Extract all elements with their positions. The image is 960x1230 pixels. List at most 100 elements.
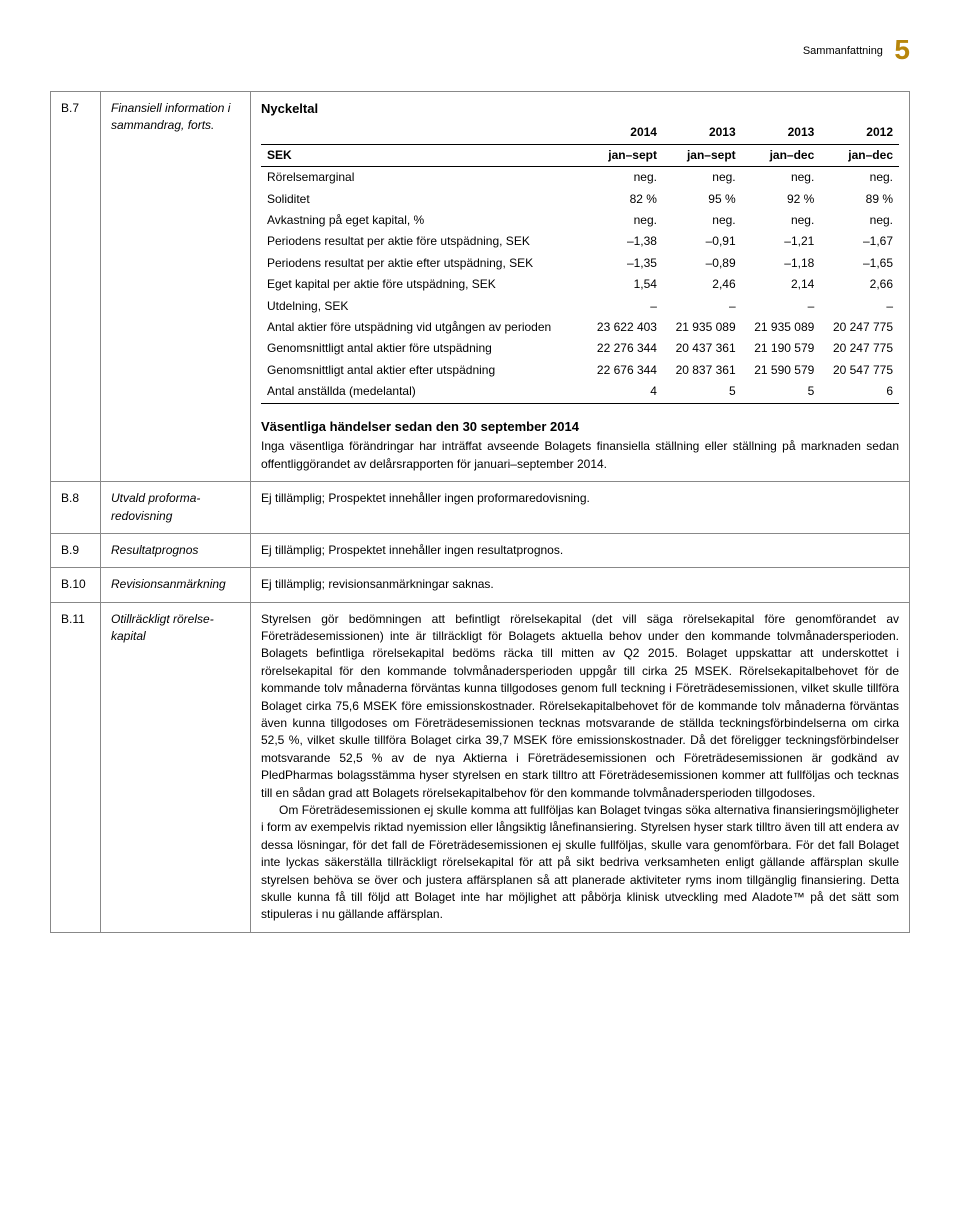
fin-cell: 23 622 403 xyxy=(584,317,663,338)
row-title: Resultatprognos xyxy=(101,533,251,567)
fin-cell: –1,67 xyxy=(820,231,899,252)
fin-row: Genomsnittligt antal aktier före utspädn… xyxy=(261,338,899,359)
row-b7: B.7 Finansiell information i sammandrag,… xyxy=(51,91,910,482)
fin-row: Soliditet82 %95 %92 %89 % xyxy=(261,189,899,210)
fin-cell: neg. xyxy=(584,167,663,189)
fin-cell: 2,14 xyxy=(742,274,821,295)
fin-cell: neg. xyxy=(584,210,663,231)
row-body: Nyckeltal 2014 2013 2013 2012 SEK jan–se… xyxy=(251,91,910,482)
page-number: 5 xyxy=(894,34,910,65)
fin-row-label: Soliditet xyxy=(261,189,584,210)
fin-cell: – xyxy=(663,296,742,317)
fin-row-label: Utdelning, SEK xyxy=(261,296,584,317)
page-header: Sammanfattning 5 xyxy=(50,30,910,71)
fin-row: Avkastning på eget kapital, %neg.neg.neg… xyxy=(261,210,899,231)
row-body: Styrelsen gör bedömningen att befintligt… xyxy=(251,602,910,932)
fin-col-2-p: jan–dec xyxy=(742,144,821,166)
fin-cell: 2,66 xyxy=(820,274,899,295)
fin-cell: –1,65 xyxy=(820,253,899,274)
row-b9: B.9 Resultatprognos Ej tillämplig; Prosp… xyxy=(51,533,910,567)
fin-cell: –1,38 xyxy=(584,231,663,252)
fin-col-3-p: jan–dec xyxy=(820,144,899,166)
fin-cell: 89 % xyxy=(820,189,899,210)
fin-cell: 2,46 xyxy=(663,274,742,295)
fin-header-years: 2014 2013 2013 2012 xyxy=(261,122,899,144)
fin-row: Genomsnittligt antal aktier efter utspäd… xyxy=(261,360,899,381)
row-id: B.9 xyxy=(51,533,101,567)
fin-col-1-y: 2013 xyxy=(663,122,742,144)
fin-row: Periodens resultat per aktie före utspäd… xyxy=(261,231,899,252)
fin-cell: 5 xyxy=(663,381,742,403)
fin-cell: –0,91 xyxy=(663,231,742,252)
fin-cell: 4 xyxy=(584,381,663,403)
fin-cell: 5 xyxy=(742,381,821,403)
row-title: Finansiell information i sammandrag, for… xyxy=(101,91,251,482)
fin-cell: 20 247 775 xyxy=(820,338,899,359)
row-body: Ej tillämplig; Prospektet innehåller ing… xyxy=(251,533,910,567)
row-b10: B.10 Revisionsanmärkning Ej tillämplig; … xyxy=(51,568,910,602)
fin-cell: –1,21 xyxy=(742,231,821,252)
fin-cell: –1,35 xyxy=(584,253,663,274)
fin-cell: 20 437 361 xyxy=(663,338,742,359)
fin-cell: 22 676 344 xyxy=(584,360,663,381)
fin-cell: 1,54 xyxy=(584,274,663,295)
fin-row: Antal aktier före utspädning vid utgånge… xyxy=(261,317,899,338)
row-id: B.11 xyxy=(51,602,101,932)
fin-cell: neg. xyxy=(820,210,899,231)
fin-cell: 92 % xyxy=(742,189,821,210)
fin-col-0-y: 2014 xyxy=(584,122,663,144)
fin-row-label: Eget kapital per aktie före utspädning, … xyxy=(261,274,584,295)
fin-row-label: Antal aktier före utspädning vid utgånge… xyxy=(261,317,584,338)
row-b8: B.8 Utvald proforma­redovisning Ej tillä… xyxy=(51,482,910,534)
row-id: B.8 xyxy=(51,482,101,534)
row-title: Otillräckligt rörelse­kapital xyxy=(101,602,251,932)
fin-cell: neg. xyxy=(742,167,821,189)
fin-cell: 82 % xyxy=(584,189,663,210)
fin-cell: neg. xyxy=(820,167,899,189)
fin-row: Eget kapital per aktie före utspädning, … xyxy=(261,274,899,295)
fin-cell: 21 190 579 xyxy=(742,338,821,359)
fin-row-label: Rörelsemarginal xyxy=(261,167,584,189)
fin-row-label: Avkastning på eget kapital, % xyxy=(261,210,584,231)
fin-header-periods: SEK jan–sept jan–sept jan–dec jan–dec xyxy=(261,144,899,166)
financial-table: 2014 2013 2013 2012 SEK jan–sept jan–sep… xyxy=(261,122,899,403)
fin-cell: 22 276 344 xyxy=(584,338,663,359)
fin-cell: 21 935 089 xyxy=(663,317,742,338)
fin-cell: 21 935 089 xyxy=(742,317,821,338)
fin-cell: 6 xyxy=(820,381,899,403)
fin-cell: –0,89 xyxy=(663,253,742,274)
events-heading: Väsentliga händelser sedan den 30 septem… xyxy=(261,418,899,437)
fin-cell: – xyxy=(820,296,899,317)
fin-cell: – xyxy=(584,296,663,317)
b11-p1: Styrelsen gör bedömningen att befintligt… xyxy=(261,611,899,802)
row-b11: B.11 Otillräckligt rörelse­kapital Styre… xyxy=(51,602,910,932)
fin-col-2-y: 2013 xyxy=(742,122,821,144)
nyckeltal-heading: Nyckeltal xyxy=(261,100,899,119)
row-title: Utvald proforma­redovisning xyxy=(101,482,251,534)
fin-cell: 95 % xyxy=(663,189,742,210)
fin-col-1-p: jan–sept xyxy=(663,144,742,166)
summary-table: B.7 Finansiell information i sammandrag,… xyxy=(50,91,910,933)
fin-cell: neg. xyxy=(663,167,742,189)
fin-cell: 21 590 579 xyxy=(742,360,821,381)
fin-cell: –1,18 xyxy=(742,253,821,274)
row-id: B.7 xyxy=(51,91,101,482)
row-body: Ej tillämplig; revisionsanmärkningar sak… xyxy=(251,568,910,602)
row-id: B.10 xyxy=(51,568,101,602)
fin-row: Antal anställda (medelantal)4556 xyxy=(261,381,899,403)
fin-cell: 20 837 361 xyxy=(663,360,742,381)
fin-cell: neg. xyxy=(742,210,821,231)
fin-col-label: SEK xyxy=(261,144,584,166)
fin-col-3-y: 2012 xyxy=(820,122,899,144)
fin-row: Utdelning, SEK–––– xyxy=(261,296,899,317)
b11-p2: Om Företrädesemissionen ej skulle komma … xyxy=(261,802,899,924)
fin-cell: 20 547 775 xyxy=(820,360,899,381)
fin-row: Rörelsemarginalneg.neg.neg.neg. xyxy=(261,167,899,189)
fin-cell: 20 247 775 xyxy=(820,317,899,338)
fin-row-label: Antal anställda (medelantal) xyxy=(261,381,584,403)
fin-row-label: Periodens resultat per aktie efter utspä… xyxy=(261,253,584,274)
fin-col-0-p: jan–sept xyxy=(584,144,663,166)
fin-row-label: Periodens resultat per aktie före utspäd… xyxy=(261,231,584,252)
fin-row-label: Genomsnittligt antal aktier före utspädn… xyxy=(261,338,584,359)
fin-row-label: Genomsnittligt antal aktier efter utspäd… xyxy=(261,360,584,381)
